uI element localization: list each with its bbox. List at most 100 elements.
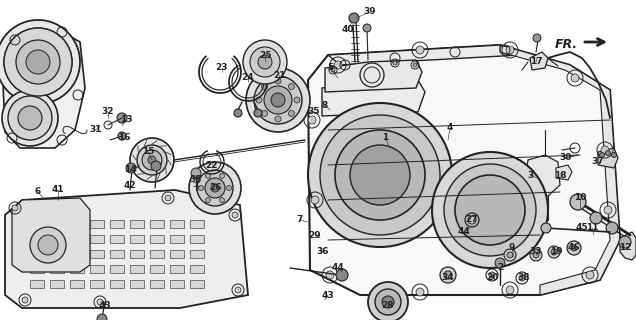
Circle shape xyxy=(363,24,371,32)
Polygon shape xyxy=(328,45,520,65)
Text: 38: 38 xyxy=(190,175,202,185)
Circle shape xyxy=(570,194,586,210)
Text: 33: 33 xyxy=(530,247,543,257)
Circle shape xyxy=(264,86,292,114)
Circle shape xyxy=(0,20,80,104)
Polygon shape xyxy=(70,280,84,288)
Circle shape xyxy=(548,246,560,258)
Polygon shape xyxy=(190,265,204,273)
Polygon shape xyxy=(5,190,248,308)
Circle shape xyxy=(605,150,611,156)
Polygon shape xyxy=(170,220,184,228)
Text: 3: 3 xyxy=(527,171,533,180)
Circle shape xyxy=(432,152,548,268)
Text: 45: 45 xyxy=(576,223,588,233)
Circle shape xyxy=(289,84,294,90)
Text: 18: 18 xyxy=(554,171,566,180)
Polygon shape xyxy=(90,280,104,288)
Text: 26: 26 xyxy=(209,183,221,193)
Polygon shape xyxy=(30,280,44,288)
Circle shape xyxy=(219,198,225,203)
Polygon shape xyxy=(50,220,64,228)
Polygon shape xyxy=(170,265,184,273)
Circle shape xyxy=(604,206,612,214)
Polygon shape xyxy=(325,60,422,92)
Polygon shape xyxy=(70,250,84,258)
Circle shape xyxy=(16,40,60,84)
Polygon shape xyxy=(620,232,636,260)
Text: 1: 1 xyxy=(382,133,388,142)
Circle shape xyxy=(334,61,342,69)
Text: 40: 40 xyxy=(342,26,354,35)
Circle shape xyxy=(275,78,281,84)
Circle shape xyxy=(197,170,233,206)
Polygon shape xyxy=(308,45,620,295)
Circle shape xyxy=(198,186,204,190)
Polygon shape xyxy=(30,220,44,228)
Circle shape xyxy=(311,196,319,204)
Circle shape xyxy=(619,236,631,248)
Text: 28: 28 xyxy=(382,300,394,309)
Circle shape xyxy=(2,90,58,146)
Polygon shape xyxy=(130,280,144,288)
Text: 44: 44 xyxy=(458,228,471,236)
Text: 7: 7 xyxy=(297,215,303,225)
Circle shape xyxy=(530,249,542,261)
Polygon shape xyxy=(150,280,164,288)
Circle shape xyxy=(506,286,514,294)
Text: 23: 23 xyxy=(216,63,228,73)
Circle shape xyxy=(571,245,577,251)
Circle shape xyxy=(4,28,72,96)
Circle shape xyxy=(413,63,417,67)
Circle shape xyxy=(20,108,40,128)
Polygon shape xyxy=(500,45,620,295)
Circle shape xyxy=(226,186,232,190)
Circle shape xyxy=(26,50,50,74)
Circle shape xyxy=(567,241,581,255)
Circle shape xyxy=(533,252,539,258)
Circle shape xyxy=(205,178,225,198)
Text: 25: 25 xyxy=(259,51,271,60)
Text: 15: 15 xyxy=(142,148,155,156)
Text: 38: 38 xyxy=(518,274,530,283)
Text: 9: 9 xyxy=(509,244,515,252)
Text: 42: 42 xyxy=(123,180,136,189)
Circle shape xyxy=(519,275,525,281)
Circle shape xyxy=(22,297,28,303)
Polygon shape xyxy=(530,52,548,70)
Circle shape xyxy=(256,97,262,103)
Circle shape xyxy=(211,184,219,192)
Text: 36: 36 xyxy=(317,247,329,257)
Circle shape xyxy=(219,173,225,178)
Text: 29: 29 xyxy=(308,230,321,239)
Circle shape xyxy=(151,161,161,171)
Circle shape xyxy=(320,115,440,235)
Circle shape xyxy=(393,61,397,65)
Text: FR.: FR. xyxy=(555,37,578,51)
Polygon shape xyxy=(70,220,84,228)
Circle shape xyxy=(130,138,174,182)
Circle shape xyxy=(444,271,452,279)
Polygon shape xyxy=(12,198,90,272)
Polygon shape xyxy=(556,165,572,180)
Circle shape xyxy=(126,163,136,173)
Circle shape xyxy=(601,146,609,154)
Circle shape xyxy=(416,288,424,296)
Text: 41: 41 xyxy=(52,186,64,195)
Text: 37: 37 xyxy=(591,157,604,166)
Polygon shape xyxy=(190,280,204,288)
Text: 31: 31 xyxy=(90,125,102,134)
Polygon shape xyxy=(30,235,44,243)
Text: 43: 43 xyxy=(322,291,335,300)
Circle shape xyxy=(308,116,316,124)
Text: 19: 19 xyxy=(550,247,562,257)
Circle shape xyxy=(10,98,50,138)
Circle shape xyxy=(444,164,536,256)
Circle shape xyxy=(335,130,425,220)
Circle shape xyxy=(349,13,359,23)
Circle shape xyxy=(250,47,280,77)
Polygon shape xyxy=(90,250,104,258)
Polygon shape xyxy=(70,265,84,273)
Text: 32: 32 xyxy=(102,108,114,116)
Circle shape xyxy=(243,40,287,84)
